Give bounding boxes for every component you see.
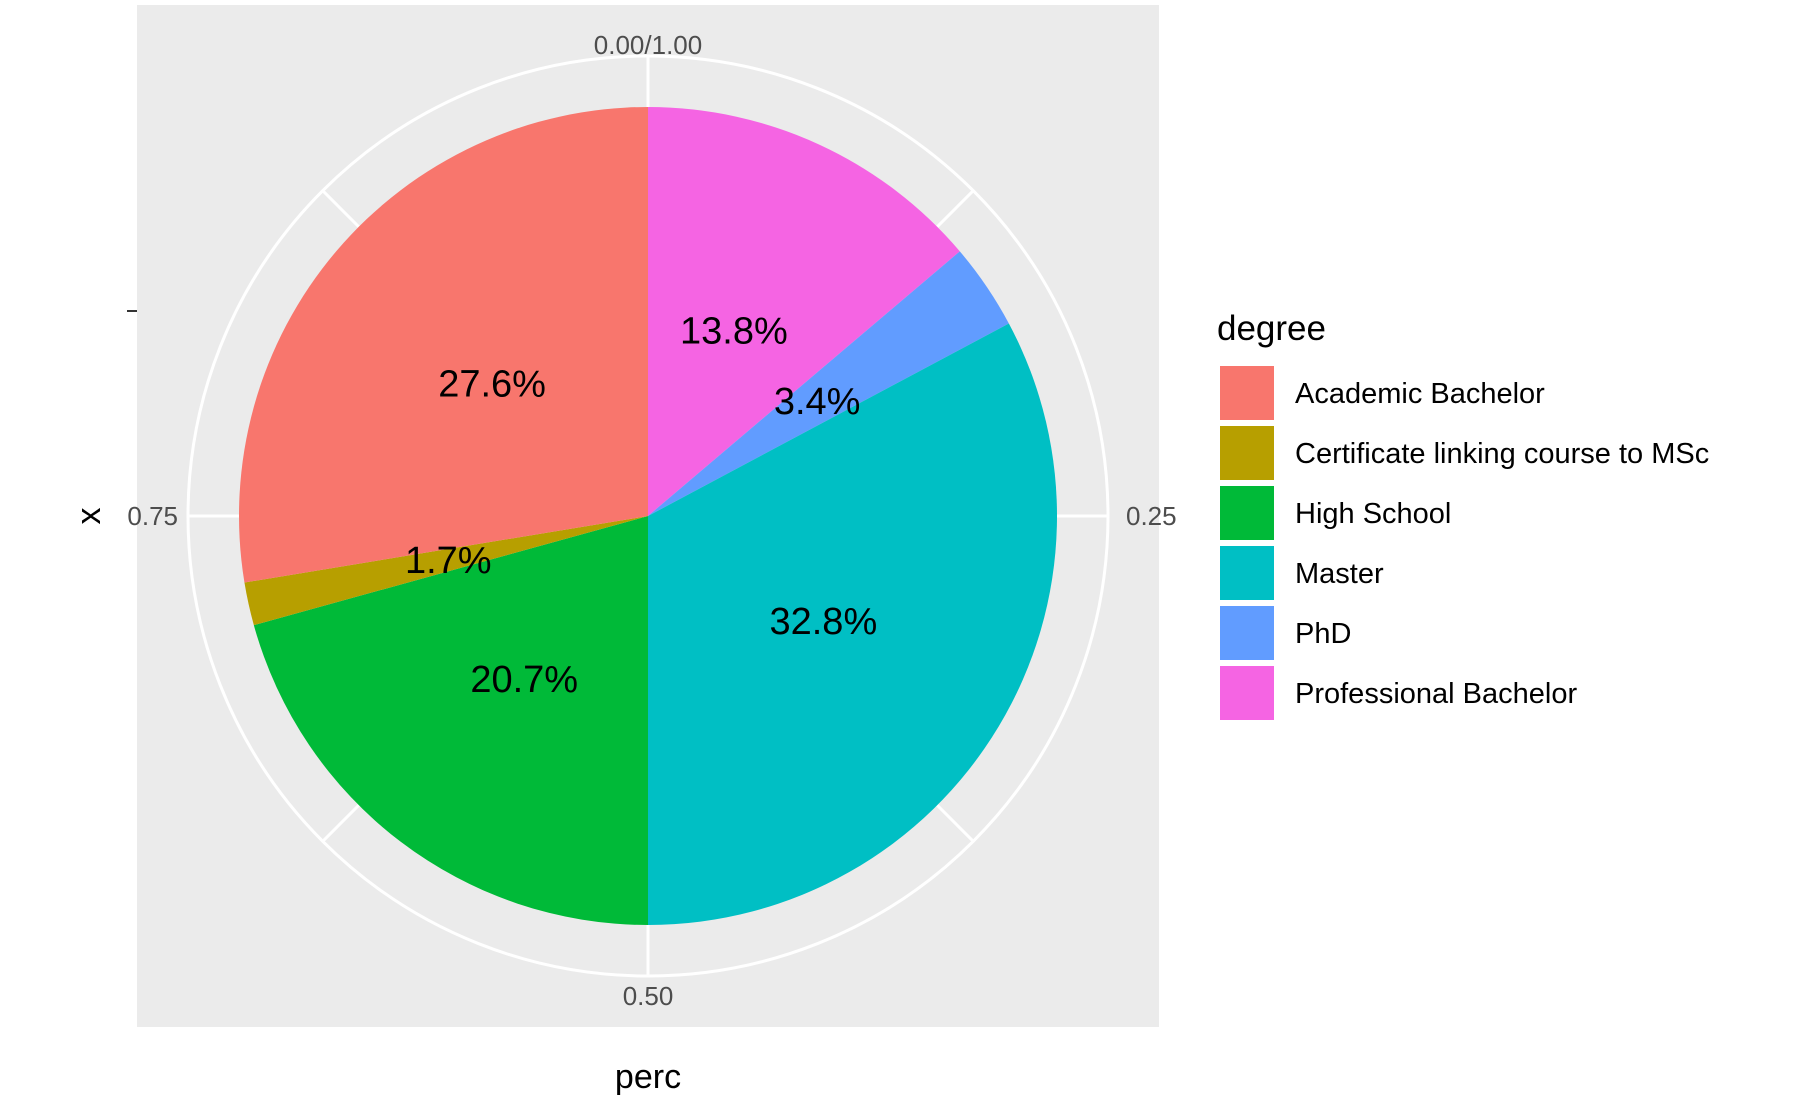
legend-swatch-professional-bachelor [1218,664,1276,722]
angle-tick-label: 0.50 [623,981,674,1011]
grid-spoke [936,804,975,843]
slice-label-phd: 3.4% [774,381,861,423]
legend-title: degree [1217,309,1326,348]
legend-swatch-certificate-linking-course-to-msc [1218,424,1276,482]
pie-slice-high-school [253,516,648,925]
angle-tick-label: 0.75 [127,501,178,531]
legend: Academic Bachelor Certificate linking cou… [1218,364,1709,722]
angle-tick-label: 0.25 [1126,501,1177,531]
legend-swatch-phd [1218,604,1276,662]
grid-spoke [936,189,975,228]
grid-spoke [321,804,360,843]
legend-label-master: Master [1295,558,1384,590]
slice-label-certificate-linking-course-to-msc: 1.7% [405,540,492,582]
pie-slice-academic-bachelor [238,107,648,583]
slice-label-master: 32.8% [769,601,877,643]
grid-layer [186,54,1110,978]
grid-spoke [321,189,360,228]
angle-tick-label: 0.00/1.00 [594,30,702,60]
legend-swatch-academic-bachelor [1218,364,1276,422]
pie-slice-phd [648,251,1009,516]
slice-label-layer: 13.8% 3.4% 32.8% 20.7% 1.7% 27.6% [405,310,877,700]
legend-swatch-master [1218,544,1276,602]
legend-label-academic-bachelor: Academic Bachelor [1295,378,1545,410]
legend-label-certificate-linking-course-to-msc: Certificate linking course to MSc [1295,438,1709,470]
angle-tick-layer: 0.00/1.00 0.25 0.50 0.75 [127,30,1176,1011]
slice-label-academic-bachelor: 27.6% [438,364,546,406]
legend-swatch-high-school [1218,484,1276,542]
pie-slice-master [648,323,1057,926]
y-axis-title: x [70,508,108,525]
legend-label-phd: PhD [1295,618,1351,650]
pie-slice-certificate-linking-course-to-msc [244,516,649,626]
pie-slice-professional-bachelor [648,107,960,516]
slice-layer [238,107,1057,926]
x-axis-title: perc [615,1058,681,1096]
legend-label-professional-bachelor: Professional Bachelor [1295,678,1577,710]
legend-label-high-school: High School [1295,498,1451,530]
slice-label-professional-bachelor: 13.8% [680,310,788,352]
slice-label-high-school: 20.7% [470,659,578,701]
